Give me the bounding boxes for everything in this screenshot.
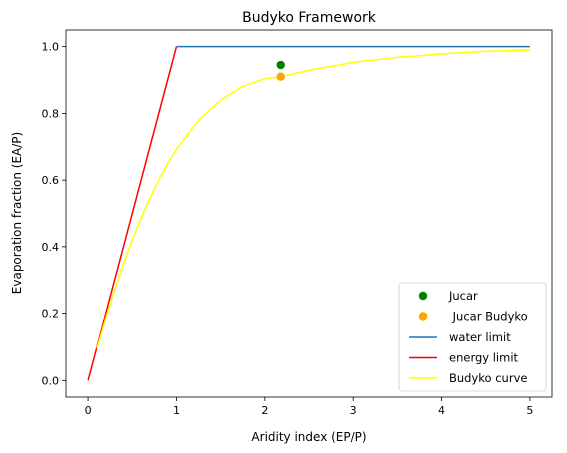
y-tick-label: 0.6 [42, 174, 60, 187]
y-tick-label: 0.0 [42, 374, 60, 387]
x-tick-label: 2 [261, 404, 268, 417]
x-tick-label: 3 [350, 404, 357, 417]
y-tick-label: 1.0 [42, 41, 60, 54]
plot-area [87, 45, 530, 381]
x-axis-label: Aridity index (EP/P) [251, 430, 366, 444]
legend-label-jucar: Jucar [448, 289, 478, 303]
x-tick-label: 0 [85, 404, 92, 417]
legend-marker-jucar-budyko [418, 312, 428, 321]
series-energy-limit [87, 46, 178, 381]
plot-frame [65, 29, 553, 398]
point-jucar [276, 60, 285, 70]
chart-title: Budyko Framework [242, 10, 377, 26]
legend-label-water-limit: water limit [449, 330, 511, 344]
legend-box [398, 282, 547, 392]
x-axis: 0 1 2 3 4 5 [85, 397, 533, 417]
y-tick-label: 0.2 [42, 308, 60, 321]
x-tick-label: 1 [173, 404, 180, 417]
series-budyko-curve [96, 49, 530, 349]
legend-label-jucar-budyko: Jucar Budyko [449, 310, 528, 324]
legend-label-energy-limit: energy limit [449, 351, 519, 365]
point-jucar-budyko [276, 72, 285, 81]
y-axis-label: Evaporation fraction (EA/P) [10, 132, 24, 294]
x-tick-label: 4 [438, 404, 445, 417]
y-tick-label: 0.8 [42, 107, 60, 120]
x-tick-label: 5 [526, 404, 533, 417]
y-axis: 0.0 0.2 0.4 0.6 0.8 1.0 [42, 41, 66, 387]
legend: Jucar Jucar Budyko water limit energy limi… [398, 282, 547, 392]
y-tick-label: 0.4 [42, 241, 60, 254]
legend-label-budyko-curve: Budyko curve [449, 371, 527, 385]
legend-marker-jucar [418, 291, 428, 301]
